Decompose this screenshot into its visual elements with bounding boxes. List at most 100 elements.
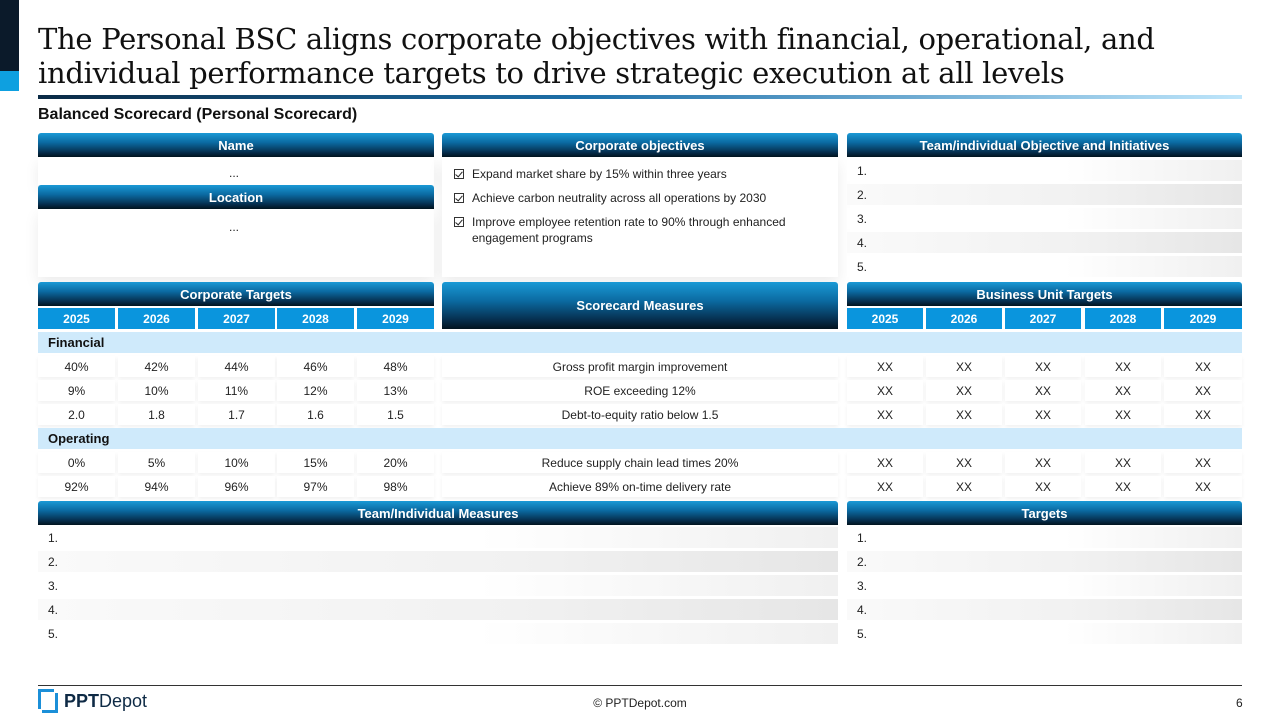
business-target-cell: XX bbox=[847, 380, 923, 401]
team-objectives-header: Team/individual Objective and Initiative… bbox=[847, 133, 1242, 157]
business-target-cell: XX bbox=[1085, 356, 1161, 377]
business-target-cell: XX bbox=[847, 404, 923, 425]
name-header: Name bbox=[38, 133, 434, 157]
team-measure-row: 5. bbox=[38, 623, 838, 644]
targets-header: Targets bbox=[847, 501, 1242, 525]
business-year-2028: 2028 bbox=[1085, 308, 1161, 329]
team-objective-row: 1. bbox=[847, 160, 1242, 181]
corporate-target-cell: 44% bbox=[198, 356, 275, 377]
checkbox-icon bbox=[454, 193, 464, 203]
team-measures-header: Team/Individual Measures bbox=[38, 501, 838, 525]
business-target-cell: XX bbox=[1005, 452, 1081, 473]
corporate-target-cell: 98% bbox=[357, 476, 434, 497]
objective-text: Improve employee retention rate to 90% t… bbox=[472, 215, 786, 245]
objective-item: Achieve carbon neutrality across all ope… bbox=[454, 190, 828, 206]
business-target-cell: XX bbox=[1164, 452, 1242, 473]
business-target-cell: XX bbox=[847, 452, 923, 473]
corporate-target-cell: 42% bbox=[118, 356, 195, 377]
footer-copyright: © PPTDepot.com bbox=[593, 696, 687, 710]
location-box bbox=[38, 209, 434, 277]
objective-text: Expand market share by 15% within three … bbox=[472, 167, 727, 181]
objective-item: Expand market share by 15% within three … bbox=[454, 166, 828, 182]
business-target-cell: XX bbox=[926, 356, 1002, 377]
team-measure-row: 4. bbox=[38, 599, 838, 620]
business-target-cell: XX bbox=[1164, 380, 1242, 401]
corporate-objectives-header: Corporate objectives bbox=[442, 133, 838, 157]
corporate-target-cell: 96% bbox=[198, 476, 275, 497]
page-number: 6 bbox=[1236, 696, 1243, 710]
business-target-cell: XX bbox=[1085, 404, 1161, 425]
page-subtitle: Balanced Scorecard (Personal Scorecard) bbox=[38, 106, 358, 123]
team-objective-row: 2. bbox=[847, 184, 1242, 205]
business-year-2027: 2027 bbox=[1005, 308, 1081, 329]
corporate-target-cell: 2.0 bbox=[38, 404, 115, 425]
pptdepot-logo-icon bbox=[38, 689, 58, 713]
target-row: 2. bbox=[847, 551, 1242, 572]
objective-item: Improve employee retention rate to 90% t… bbox=[454, 214, 828, 246]
business-year-2025: 2025 bbox=[847, 308, 923, 329]
scorecard-measure-cell: ROE exceeding 12% bbox=[442, 380, 838, 401]
business-target-cell: XX bbox=[847, 356, 923, 377]
logo-text: PPTDepot bbox=[64, 690, 148, 711]
corporate-target-cell: 11% bbox=[198, 380, 275, 401]
business-unit-targets-header: Business Unit Targets bbox=[847, 282, 1242, 306]
corner-accent-blue bbox=[0, 71, 19, 91]
title-underline bbox=[38, 95, 1242, 99]
pptdepot-logo: PPTDepot bbox=[38, 689, 147, 713]
target-row: 3. bbox=[847, 575, 1242, 596]
section-financial: Financial bbox=[38, 332, 1242, 353]
corporate-objectives-box bbox=[442, 157, 838, 277]
corporate-target-cell: 15% bbox=[277, 452, 354, 473]
business-target-cell: XX bbox=[1164, 356, 1242, 377]
business-target-cell: XX bbox=[1085, 380, 1161, 401]
target-row: 1. bbox=[847, 527, 1242, 548]
business-year-2029: 2029 bbox=[1164, 308, 1242, 329]
team-measure-row: 1. bbox=[38, 527, 838, 548]
team-measure-row: 2. bbox=[38, 551, 838, 572]
corporate-target-cell: 1.7 bbox=[198, 404, 275, 425]
corporate-year-2029: 2029 bbox=[357, 308, 434, 329]
business-target-cell: XX bbox=[926, 452, 1002, 473]
corporate-target-cell: 12% bbox=[277, 380, 354, 401]
business-target-cell: XX bbox=[1005, 356, 1081, 377]
corporate-target-cell: 10% bbox=[198, 452, 275, 473]
corporate-target-cell: 46% bbox=[277, 356, 354, 377]
corporate-target-cell: 9% bbox=[38, 380, 115, 401]
location-header: Location bbox=[38, 185, 434, 209]
scorecard-measures-header: Scorecard Measures bbox=[442, 282, 838, 329]
business-target-cell: XX bbox=[1164, 404, 1242, 425]
business-target-cell: XX bbox=[926, 404, 1002, 425]
business-year-2026: 2026 bbox=[926, 308, 1002, 329]
name-box bbox=[38, 157, 434, 185]
location-value: ... bbox=[229, 220, 240, 234]
page-title: The Personal BSC aligns corporate object… bbox=[38, 22, 1155, 90]
business-target-cell: XX bbox=[1005, 380, 1081, 401]
corporate-target-cell: 20% bbox=[357, 452, 434, 473]
checkbox-icon bbox=[454, 217, 464, 227]
scorecard-measure-cell: Reduce supply chain lead times 20% bbox=[442, 452, 838, 473]
corporate-target-cell: 1.8 bbox=[118, 404, 195, 425]
business-target-cell: XX bbox=[1085, 476, 1161, 497]
corporate-year-2027: 2027 bbox=[198, 308, 275, 329]
corporate-target-cell: 40% bbox=[38, 356, 115, 377]
scorecard-measure-cell: Achieve 89% on-time delivery rate bbox=[442, 476, 838, 497]
corporate-target-cell: 5% bbox=[118, 452, 195, 473]
corporate-targets-header: Corporate Targets bbox=[38, 282, 434, 306]
team-objective-row: 4. bbox=[847, 232, 1242, 253]
corporate-target-cell: 97% bbox=[277, 476, 354, 497]
corporate-target-cell: 13% bbox=[357, 380, 434, 401]
business-target-cell: XX bbox=[926, 476, 1002, 497]
corporate-year-2028: 2028 bbox=[277, 308, 354, 329]
corporate-target-cell: 1.5 bbox=[357, 404, 434, 425]
scorecard-measure-cell: Debt-to-equity ratio below 1.5 bbox=[442, 404, 838, 425]
team-measure-row: 3. bbox=[38, 575, 838, 596]
corner-accent-dark bbox=[0, 0, 19, 71]
corporate-target-cell: 1.6 bbox=[277, 404, 354, 425]
team-objective-row: 5. bbox=[847, 256, 1242, 277]
business-target-cell: XX bbox=[1005, 404, 1081, 425]
target-row: 4. bbox=[847, 599, 1242, 620]
corporate-target-cell: 10% bbox=[118, 380, 195, 401]
checkbox-icon bbox=[454, 169, 464, 179]
business-target-cell: XX bbox=[1005, 476, 1081, 497]
team-objective-row: 3. bbox=[847, 208, 1242, 229]
